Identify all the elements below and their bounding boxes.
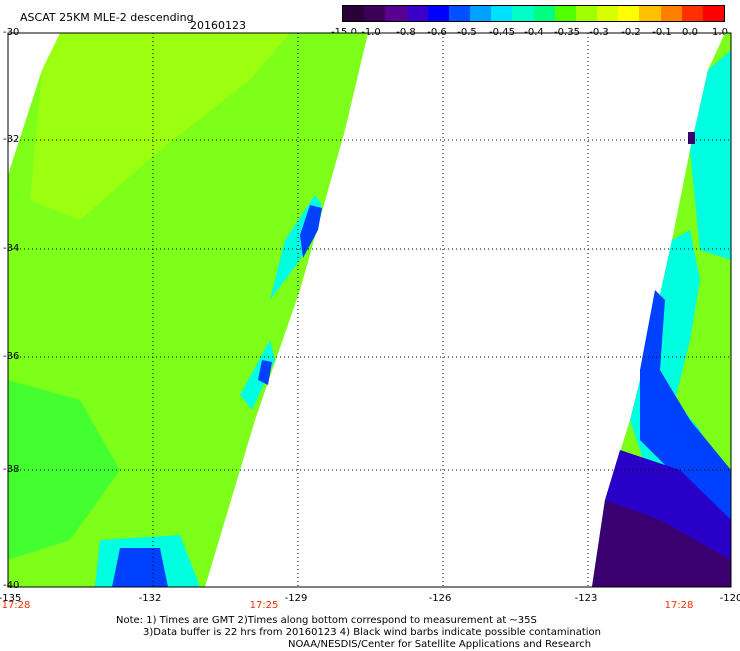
colorbar-segment (618, 6, 640, 21)
swath-left-blue (258, 360, 272, 385)
swath-right-purple (688, 132, 695, 144)
lon-label: -126 (428, 593, 452, 604)
colorbar-segment (681, 6, 703, 21)
colorbar-segment (491, 6, 513, 21)
swath-left-patch (30, 33, 290, 220)
lon-label: -120 (719, 593, 740, 604)
colorbar-segment (364, 6, 386, 21)
colorbar-segment (554, 6, 576, 21)
lon-label: -129 (284, 593, 308, 604)
map-frame (7, 32, 732, 588)
footer-note-line1: Note: 1) Times are GMT 2)Times along bot… (116, 615, 537, 626)
left-swath (8, 33, 368, 587)
colorbar-segment (512, 6, 534, 21)
swath-right-purple (592, 500, 731, 587)
lat-label: -36 (3, 351, 20, 362)
lat-label: -38 (3, 464, 20, 475)
time-label: 17:25 (249, 600, 279, 611)
colorbar-segment (702, 6, 725, 21)
time-label: 17:28 (1, 600, 31, 611)
lat-label: -32 (3, 134, 20, 145)
colorbar-segment (639, 6, 661, 21)
swath-left-blue (300, 205, 322, 258)
lat-label: -40 (3, 580, 20, 591)
colorbar-segment (427, 6, 449, 21)
colorbar-segment (406, 6, 428, 21)
right-swath (592, 33, 731, 587)
swath-right-cyan (690, 50, 731, 260)
colorbar-segment (448, 6, 471, 21)
time-label: 17:28 (664, 600, 694, 611)
product-title: ASCAT 25KM MLE-2 descending (20, 11, 194, 24)
lat-lon-grid (8, 33, 731, 587)
colorbar (342, 5, 725, 22)
lon-label: -123 (574, 593, 598, 604)
colorbar-segment (385, 6, 407, 21)
lon-label: -132 (138, 593, 162, 604)
colorbar-segment (660, 6, 682, 21)
colorbar-segment (597, 6, 619, 21)
colorbar-segment (470, 6, 492, 21)
swath-left-cyan (240, 340, 275, 410)
lat-label: -34 (3, 243, 20, 254)
swath-right-blue (640, 290, 731, 520)
product-date: 20160123 (190, 19, 246, 32)
colorbar-segment (343, 6, 365, 21)
colorbar-segment (533, 6, 555, 21)
footer-credit: NOAA/NESDIS/Center for Satellite Applica… (288, 639, 592, 650)
swath-left-blue (112, 548, 168, 587)
lon-label: -135 (0, 593, 22, 604)
footer-note-line2: 3)Data buffer is 22 hrs from 20160123 4)… (143, 627, 601, 638)
colorbar-segment (575, 6, 598, 21)
lat-label: -30 (3, 27, 20, 38)
